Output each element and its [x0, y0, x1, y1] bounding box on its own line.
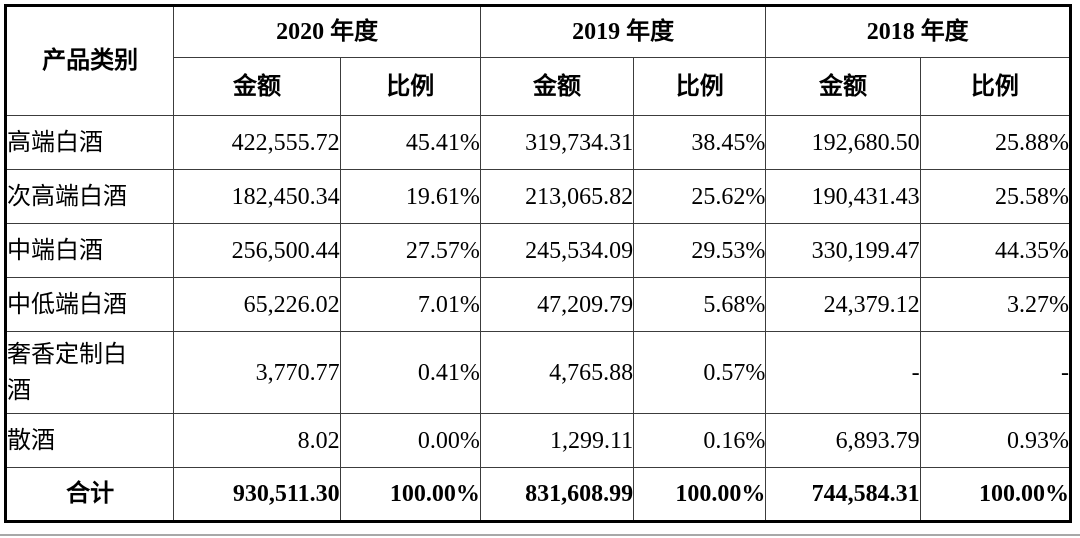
year-header-2019: 2019 年度: [479, 5, 767, 58]
ratio-header-2020: 比例: [339, 57, 481, 116]
ratio-cell: 25.58%: [919, 169, 1072, 224]
amount-cell: -: [765, 331, 921, 414]
amount-cell: 3,770.77: [173, 331, 341, 414]
ratio-cell: 19.61%: [339, 169, 481, 224]
table-row: 散酒 8.02 0.00% 1,299.11 0.16% 6,893.79 0.…: [4, 413, 1072, 468]
total-ratio-cell: 100.00%: [339, 467, 481, 522]
table-row: 奢香定制白酒 3,770.77 0.41% 4,765.88 0.57% - -: [4, 331, 1072, 414]
ratio-header-2018: 比例: [919, 57, 1072, 116]
ratio-cell: 3.27%: [919, 277, 1072, 332]
total-amount-cell: 744,584.31: [765, 467, 921, 522]
ratio-cell: 29.53%: [633, 223, 767, 278]
amount-cell: 24,379.12: [765, 277, 921, 332]
ratio-cell: 0.93%: [919, 413, 1072, 468]
amount-cell: 422,555.72: [173, 115, 341, 170]
total-ratio-cell: 100.00%: [633, 467, 767, 522]
ratio-cell: 0.57%: [633, 331, 767, 414]
category-cell: 中低端白酒: [4, 277, 175, 332]
amount-cell: 213,065.82: [479, 169, 635, 224]
amount-header-2018: 金额: [765, 57, 921, 116]
ratio-cell: 0.16%: [633, 413, 767, 468]
ratio-cell: 0.41%: [339, 331, 481, 414]
ratio-cell: 25.62%: [633, 169, 767, 224]
total-amount-cell: 831,608.99: [479, 467, 635, 522]
amount-cell: 319,734.31: [479, 115, 635, 170]
total-ratio-cell: 100.00%: [919, 467, 1072, 522]
table-row: 次高端白酒 182,450.34 19.61% 213,065.82 25.62…: [4, 169, 1072, 224]
amount-cell: 245,534.09: [479, 223, 635, 278]
category-cell: 高端白酒: [4, 115, 175, 170]
year-header-2018: 2018 年度: [765, 5, 1071, 58]
amount-cell: 8.02: [173, 413, 341, 468]
table-row: 高端白酒 422,555.72 45.41% 319,734.31 38.45%…: [4, 115, 1072, 170]
category-cell: 次高端白酒: [4, 169, 175, 224]
product-category-table: 产品类别 2020 年度 2019 年度 2018 年度 金额 比例 金额 比例…: [4, 4, 1072, 523]
table-row: 中端白酒 256,500.44 27.57% 245,534.09 29.53%…: [4, 223, 1072, 278]
amount-cell: 65,226.02: [173, 277, 341, 332]
page-bottom-rule: [0, 534, 1080, 536]
category-cell: 奢香定制白酒: [4, 331, 175, 414]
amount-header-2020: 金额: [173, 57, 341, 116]
ratio-cell: -: [919, 331, 1072, 414]
amount-cell: 256,500.44: [173, 223, 341, 278]
ratio-cell: 27.57%: [339, 223, 481, 278]
ratio-cell: 25.88%: [919, 115, 1072, 170]
amount-cell: 330,199.47: [765, 223, 921, 278]
amount-cell: 182,450.34: [173, 169, 341, 224]
total-amount-cell: 930,511.30: [173, 467, 341, 522]
ratio-cell: 5.68%: [633, 277, 767, 332]
corner-header-product-category: 产品类别: [4, 5, 175, 116]
amount-cell: 6,893.79: [765, 413, 921, 468]
ratio-cell: 44.35%: [919, 223, 1072, 278]
amount-cell: 4,765.88: [479, 331, 635, 414]
category-cell: 中端白酒: [4, 223, 175, 278]
total-row: 合计 930,511.30 100.00% 831,608.99 100.00%…: [4, 467, 1072, 522]
amount-cell: 190,431.43: [765, 169, 921, 224]
category-cell: 散酒: [4, 413, 175, 468]
amount-cell: 192,680.50: [765, 115, 921, 170]
amount-cell: 47,209.79: [479, 277, 635, 332]
amount-header-2019: 金额: [479, 57, 635, 116]
ratio-header-2019: 比例: [633, 57, 767, 116]
total-label-cell: 合计: [4, 467, 175, 522]
year-header-2020: 2020 年度: [173, 5, 481, 58]
ratio-cell: 45.41%: [339, 115, 481, 170]
ratio-cell: 0.00%: [339, 413, 481, 468]
ratio-cell: 7.01%: [339, 277, 481, 332]
header-row-years: 产品类别 2020 年度 2019 年度 2018 年度: [4, 5, 1071, 116]
table-row: 中低端白酒 65,226.02 7.01% 47,209.79 5.68% 24…: [4, 277, 1072, 332]
amount-cell: 1,299.11: [479, 413, 635, 468]
ratio-cell: 38.45%: [633, 115, 767, 170]
